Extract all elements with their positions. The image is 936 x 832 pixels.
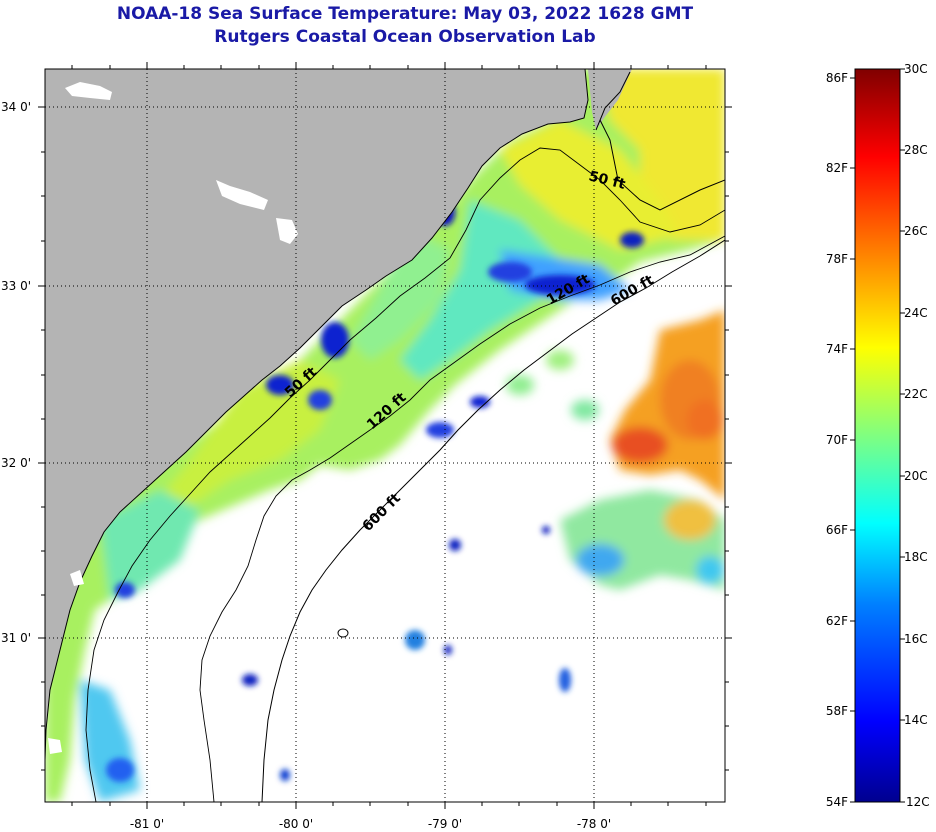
lon-label-80: -80 0' xyxy=(279,817,313,831)
colorbar-f-82: 82F xyxy=(826,161,848,175)
colorbar-c-24: 24C xyxy=(904,306,928,320)
temperature-colorbar: 86F 82F 78F 74F 70F 66F 62F 58F 54F 30C … xyxy=(826,62,930,809)
colorbar-c-16: 16C xyxy=(904,632,928,646)
contour-600ft xyxy=(261,239,725,802)
colorbar-c-30: 30C xyxy=(904,62,928,76)
colorbar-f-78: 78F xyxy=(826,252,848,266)
colorbar-f-58: 58F xyxy=(826,704,848,718)
coastline xyxy=(45,69,589,761)
lon-label-81: -81 0' xyxy=(130,817,164,831)
lon-label-79: -79 0' xyxy=(428,817,462,831)
colorbar-gradient xyxy=(854,68,901,803)
lat-label-34: 34 0' xyxy=(1,100,31,114)
contour-50ft xyxy=(85,147,725,802)
colorbar-f-70: 70F xyxy=(826,433,848,447)
gulf-stream-warm-water xyxy=(506,310,725,590)
lat-label-32: 32 0' xyxy=(1,456,31,470)
colorbar-c-28: 28C xyxy=(904,143,928,157)
colorbar-c-12: 12C xyxy=(906,795,930,809)
sst-field xyxy=(45,69,725,802)
inland-no-data xyxy=(65,82,112,100)
lon-label-78: -78 0' xyxy=(577,817,611,831)
land-northeast xyxy=(588,69,632,130)
map-frame xyxy=(44,68,726,803)
colorbar-c-22: 22C xyxy=(904,387,928,401)
land-mass xyxy=(45,69,588,760)
colorbar-f-66: 66F xyxy=(826,523,848,537)
island-outline xyxy=(337,628,349,638)
colorbar-f-62: 62F xyxy=(826,614,848,628)
colorbar-c-26: 26C xyxy=(904,224,928,238)
map-plot-area: 50 ft 50 ft 120 ft 120 ft 600 ft 600 ft xyxy=(45,69,725,802)
map-title: NOAA-18 Sea Surface Temperature: May 03,… xyxy=(116,4,694,24)
colorbar-c-14: 14C xyxy=(904,713,928,727)
lat-label-33: 33 0' xyxy=(1,279,31,293)
axis-ticks xyxy=(38,62,732,809)
graticule xyxy=(45,69,725,802)
colorbar-f-86: 86F xyxy=(826,71,848,85)
colorbar-c-18: 18C xyxy=(904,550,928,564)
colorbar-c-20: 20C xyxy=(904,469,928,483)
colorbar-f-74: 74F xyxy=(826,342,848,356)
contour-120ft xyxy=(199,235,725,802)
map-subtitle: Rutgers Coastal Ocean Observation Lab xyxy=(214,27,596,47)
colorbar-f-54: 54F xyxy=(826,795,848,809)
lat-label-31: 31 0' xyxy=(1,631,31,645)
